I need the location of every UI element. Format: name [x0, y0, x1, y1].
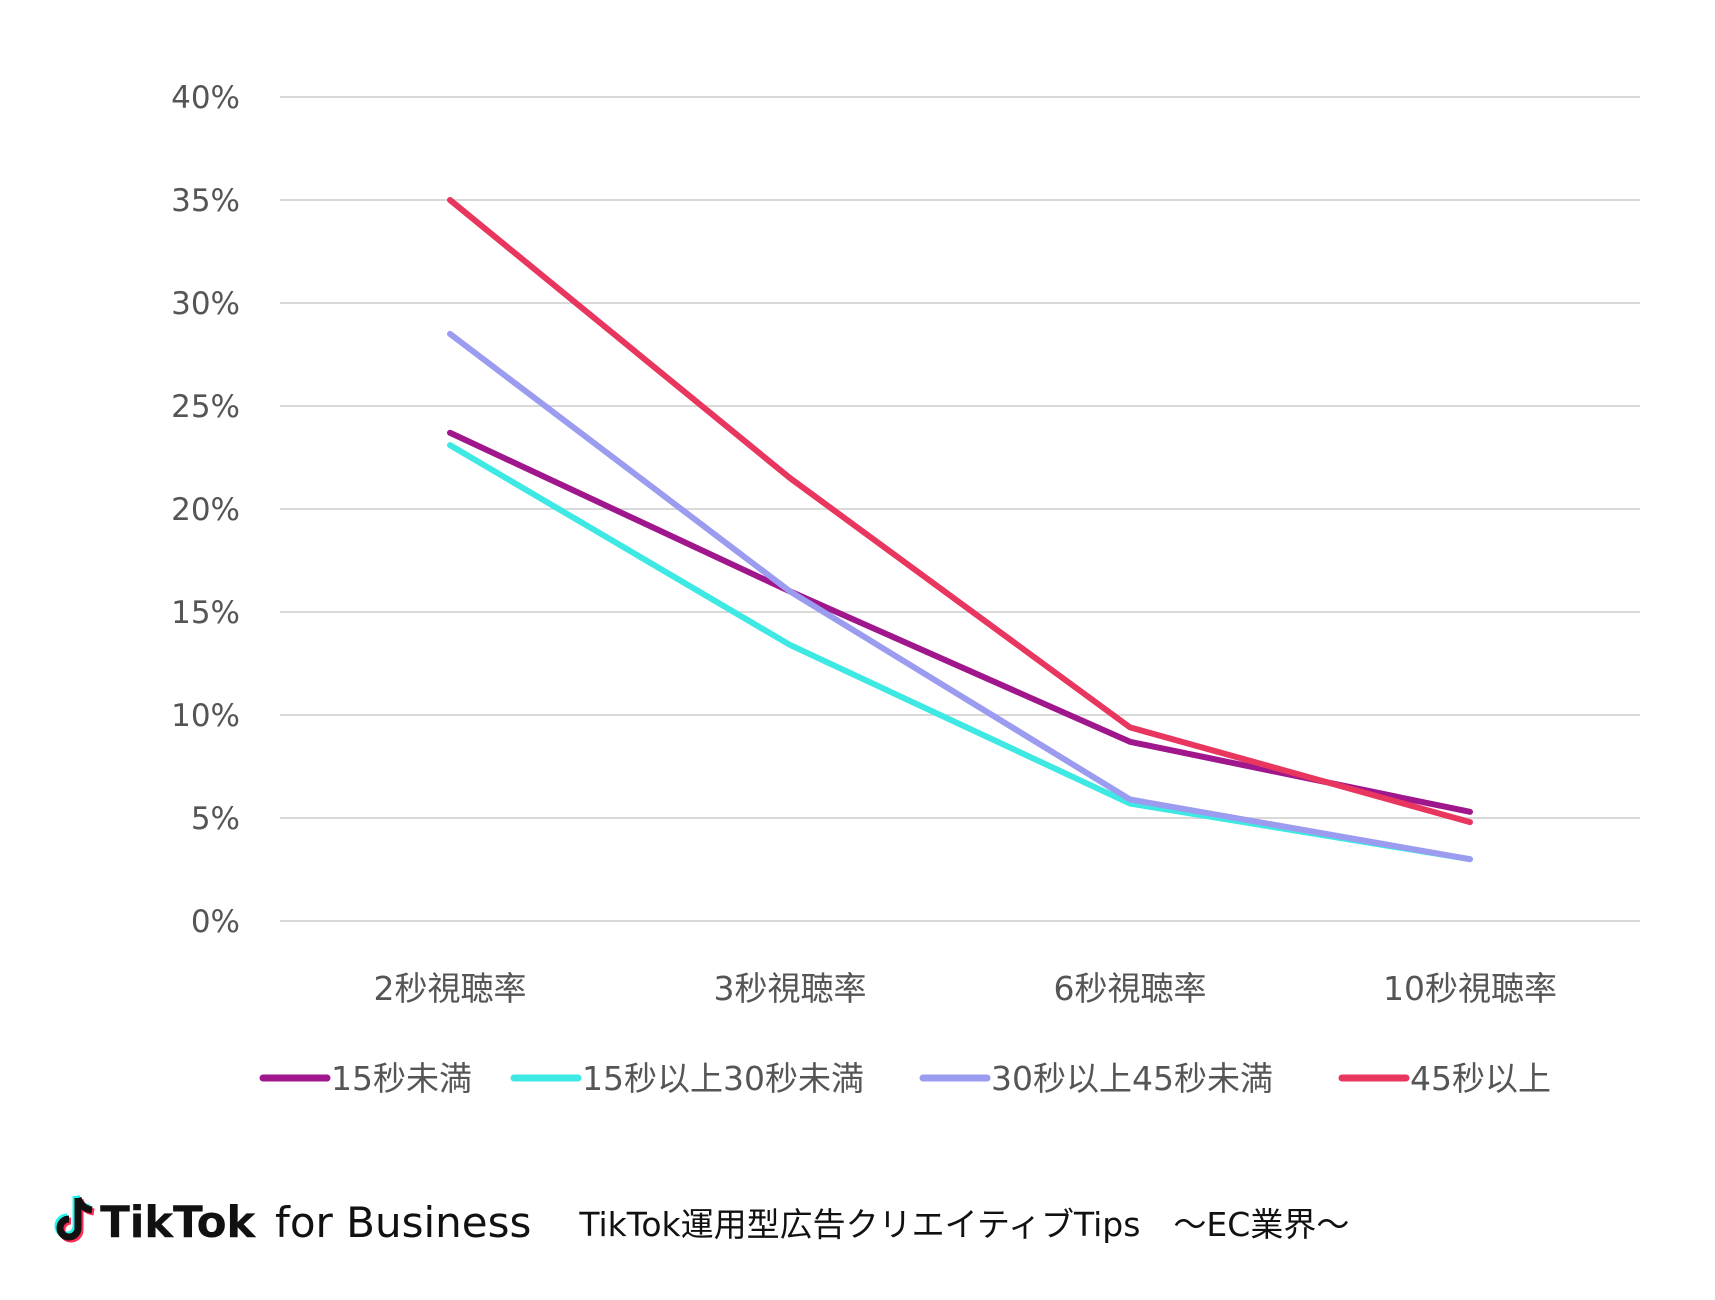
legend-label: 45秒以上	[1410, 1059, 1551, 1098]
x-tick-label: 3秒視聴率	[714, 969, 867, 1008]
y-tick-label: 35%	[171, 183, 240, 219]
tiktok-logo: TikTok for Business	[52, 1194, 531, 1250]
y-tick-label: 30%	[171, 286, 240, 322]
y-tick-label: 5%	[191, 801, 240, 837]
y-tick-label: 10%	[171, 698, 240, 734]
y-tick-label: 25%	[171, 389, 240, 425]
footer-caption: TikTok運用型広告クリエイティブTips ～EC業界～	[579, 1205, 1350, 1244]
y-tick-label: 0%	[191, 904, 240, 940]
y-tick-label: 15%	[171, 595, 240, 631]
brand-name: TikTok	[100, 1196, 256, 1248]
x-tick-label: 6秒視聴率	[1054, 969, 1207, 1008]
series-line-3	[447, 330, 1473, 863]
x-tick-label: 2秒視聴率	[374, 969, 527, 1008]
gridlines	[280, 96, 1640, 922]
x-axis-ticks: 2秒視聴率 3秒視聴率 6秒視聴率 10秒視聴率	[374, 969, 1558, 1008]
y-tick-label: 20%	[171, 492, 240, 528]
brand-subtitle: for Business	[275, 1197, 532, 1247]
tiktok-note-icon	[54, 1194, 95, 1243]
legend: 15秒未満 15秒以上30秒未満 30秒以上45秒未満 45秒以上	[259, 1059, 1551, 1098]
legend-label: 15秒以上30秒未満	[582, 1059, 864, 1098]
series-lines	[447, 197, 1473, 863]
series-line-1	[447, 429, 1473, 815]
x-tick-label: 10秒視聴率	[1383, 969, 1557, 1008]
y-axis-ticks: 0% 5% 10% 15% 20% 25% 30% 35% 40%	[171, 80, 240, 940]
series-line-4	[447, 197, 1473, 826]
legend-label: 30秒以上45秒未満	[991, 1059, 1273, 1098]
y-tick-label: 40%	[171, 80, 240, 116]
footer: TikTok for Business TikTok運用型広告クリエイティブTi…	[52, 1182, 1672, 1262]
legend-label: 15秒未満	[331, 1059, 472, 1098]
